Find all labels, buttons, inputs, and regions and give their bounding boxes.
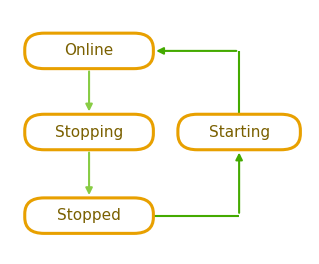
FancyBboxPatch shape (25, 114, 153, 150)
Text: Online: Online (64, 43, 114, 58)
Text: Starting: Starting (209, 125, 270, 139)
FancyBboxPatch shape (25, 33, 153, 69)
FancyBboxPatch shape (25, 198, 153, 233)
Text: Stopping: Stopping (55, 125, 123, 139)
Text: Stopped: Stopped (57, 208, 121, 223)
FancyBboxPatch shape (178, 114, 300, 150)
